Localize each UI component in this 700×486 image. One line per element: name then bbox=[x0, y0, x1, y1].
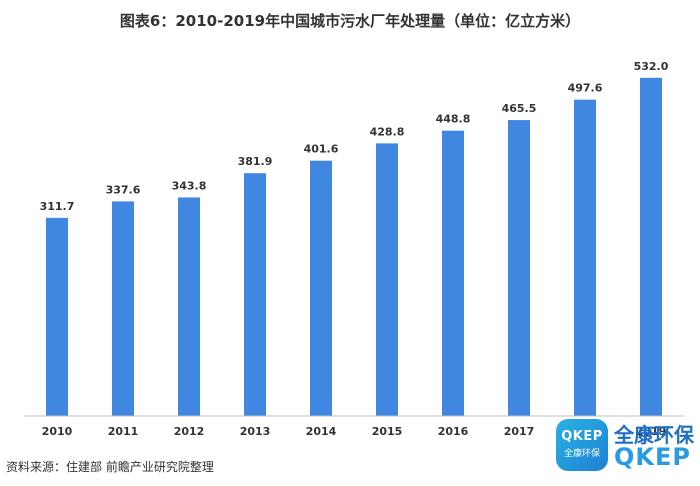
x-tick-2012: 2012 bbox=[174, 425, 205, 438]
source-note: 资料来源：住建部 前瞻产业研究院整理 bbox=[6, 460, 214, 474]
bar-2011 bbox=[112, 201, 134, 416]
value-label-2013: 381.9 bbox=[238, 155, 273, 168]
value-label-2011: 337.6 bbox=[106, 183, 141, 196]
value-label-2018: 497.6 bbox=[568, 82, 603, 95]
bar-2019 bbox=[640, 77, 662, 417]
x-tick-2013: 2013 bbox=[240, 425, 271, 438]
value-label-2019: 532.0 bbox=[634, 60, 669, 73]
x-tick-2014: 2014 bbox=[306, 425, 337, 438]
x-tick-2016: 2016 bbox=[438, 425, 469, 438]
value-label-2016: 448.8 bbox=[436, 113, 471, 126]
logo-name-cn: 全康环保 bbox=[614, 423, 694, 447]
bar-2012 bbox=[178, 197, 200, 416]
value-label-2017: 465.5 bbox=[502, 102, 537, 115]
bar-2013 bbox=[244, 173, 266, 416]
value-label-2015: 428.8 bbox=[370, 125, 405, 138]
bar-2018 bbox=[574, 99, 596, 416]
bar-2017 bbox=[508, 120, 530, 416]
x-tick-2019: 2019 bbox=[636, 425, 667, 438]
logo-badge: QKEP 全康环保 bbox=[556, 419, 608, 471]
bar-2010 bbox=[46, 217, 68, 416]
chart-title: 图表6：2010-2019年中国城市污水厂年处理量（单位：亿立方米） bbox=[119, 12, 581, 30]
value-label-2010: 311.7 bbox=[40, 200, 75, 213]
x-tick-2017: 2017 bbox=[504, 425, 535, 438]
logo-name-en: QKEP bbox=[614, 443, 691, 471]
x-tick-2010: 2010 bbox=[42, 425, 73, 438]
bar-2014 bbox=[310, 160, 332, 416]
qkep-logo: QKEP 全康环保 全康环保 QKEP bbox=[556, 419, 696, 481]
value-label-2012: 343.8 bbox=[172, 179, 207, 192]
bar-2015 bbox=[376, 143, 398, 417]
x-tick-2011: 2011 bbox=[108, 425, 139, 438]
value-label-2014: 401.6 bbox=[304, 143, 339, 156]
bar-2016 bbox=[442, 130, 464, 417]
x-tick-2015: 2015 bbox=[372, 425, 403, 438]
